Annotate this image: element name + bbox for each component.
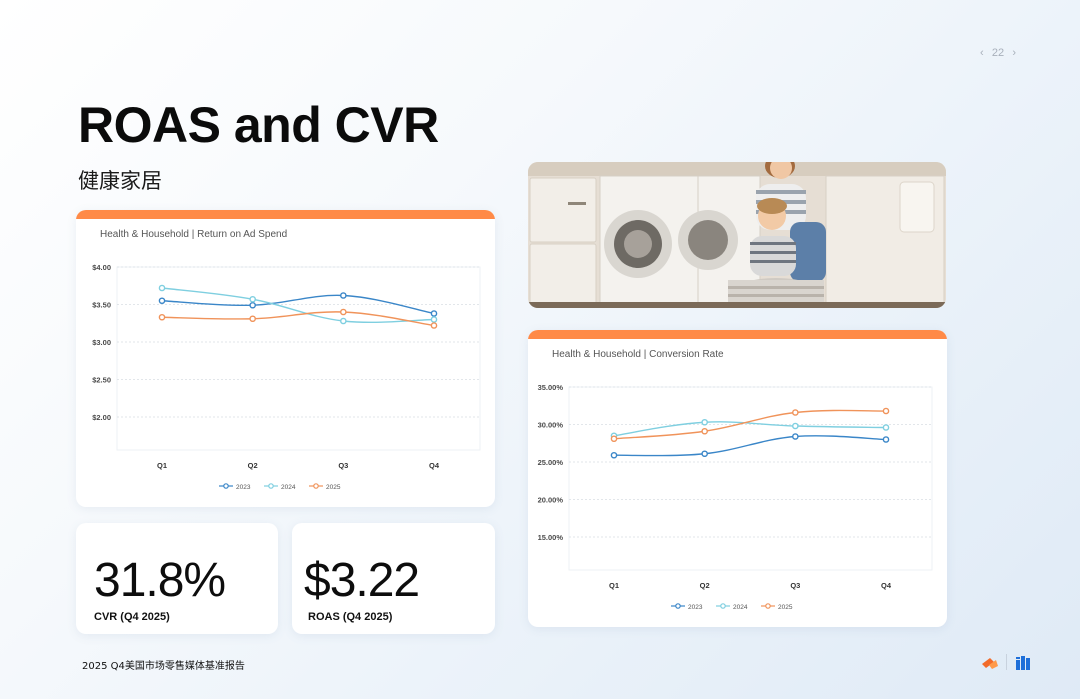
roas-series-line-2025 (161, 311, 435, 327)
roas-y-tick-label: $2.00 (92, 413, 111, 422)
cvr-legend-label: 2025 (778, 604, 793, 611)
roas-data-point-2024 (249, 295, 256, 303)
cvr-plot-area (568, 386, 933, 571)
roas-data-point-2025 (340, 308, 347, 316)
next-page-icon[interactable]: › (1012, 47, 1016, 59)
page-number: 22 (991, 47, 1005, 59)
cvr-data-point-2024 (882, 424, 890, 431)
card-accent-bar (76, 210, 495, 219)
roas-y-tick-label: $3.50 (92, 301, 111, 310)
roas-plot-area (116, 266, 481, 451)
page-navigation: ‹ 22 › (980, 45, 1016, 61)
cvr-y-tick-label: 15.00% (538, 533, 564, 542)
roas-data-point-2023 (430, 310, 438, 317)
roas-legend-label: 2023 (236, 484, 251, 491)
roas-x-tick-label: Q4 (429, 461, 440, 470)
roas-chart-title: Health & Household | Return on Ad Spend (100, 229, 288, 240)
cvr-legend-label: 2023 (688, 604, 703, 611)
roas-line-chart: $4.00 $3.50 $3.00 $2.50 $2.00 Q1 Q2 Q3 Q4 2023 202… (92, 263, 481, 491)
blue-brand-logo-icon (1016, 656, 1030, 670)
roas-data-point-2025 (430, 322, 438, 329)
cvr-data-point-2023 (610, 451, 618, 459)
roas-data-point-2024 (158, 284, 166, 292)
roas-x-tick-label: Q3 (338, 461, 348, 470)
brand-logos (980, 652, 1036, 672)
cvr-x-tick-label: Q2 (700, 581, 710, 590)
roas-y-tick-label: $4.00 (92, 263, 111, 272)
cvr-y-tick-label: 30.00% (538, 421, 564, 430)
roas-y-tick-label: $2.50 (92, 376, 111, 385)
cvr-line-chart: 35.00% 30.00% 25.00% 20.00% 15.00% Q1 Q2 Q3 Q4 20… (538, 383, 933, 611)
cvr-y-tick-label: 35.00% (538, 383, 564, 392)
roas-kpi-label: ROAS (Q4 2025) (308, 611, 393, 623)
roas-data-point-2024 (340, 317, 347, 325)
page-subtitle: 健康家居 (78, 169, 162, 193)
card-accent-bar (528, 330, 947, 339)
cvr-legend-item-2024: 2024 (716, 603, 748, 611)
report-footer: 2025 Q4美国市场零售媒体基准报告 (82, 661, 245, 672)
cvr-series-line-2025 (613, 409, 887, 440)
cvr-data-point-2025 (792, 409, 799, 416)
cvr-legend-item-2025: 2025 (761, 603, 793, 611)
roas-legend-label: 2025 (326, 484, 341, 491)
cvr-kpi-label: CVR (Q4 2025) (94, 611, 170, 623)
cvr-data-point-2023 (701, 450, 708, 458)
roas-x-tick-label: Q1 (157, 461, 167, 470)
roas-y-tick-label: $3.00 (92, 338, 111, 347)
roas-kpi-card: $3.22 ROAS (Q4 2025) (292, 523, 495, 634)
roas-legend-item-2023: 2023 (219, 483, 251, 491)
roas-x-tick-label: Q2 (248, 461, 258, 470)
cvr-series-line-2023 (613, 435, 887, 457)
cvr-chart-card: Health & Household | Conversion Rate 35.… (528, 330, 947, 627)
cvr-legend-label: 2024 (733, 604, 748, 611)
roas-data-point-2025 (158, 313, 166, 321)
roas-data-point-2025 (249, 315, 256, 323)
cvr-data-point-2023 (882, 436, 890, 443)
cvr-data-point-2023 (792, 433, 799, 440)
cvr-x-tick-label: Q1 (609, 581, 619, 590)
prev-page-icon[interactable]: ‹ (980, 47, 984, 59)
roas-legend-item-2025: 2025 (309, 483, 341, 491)
cvr-kpi-card: 31.8% CVR (Q4 2025) (76, 523, 278, 634)
cvr-series-line-2024 (613, 421, 887, 437)
roas-data-point-2023 (340, 292, 347, 299)
cvr-data-point-2025 (701, 427, 708, 435)
cvr-kpi-value: 31.8% (94, 554, 226, 607)
cvr-legend-item-2023: 2023 (671, 603, 703, 611)
roas-kpi-value: $3.22 (304, 554, 420, 607)
cvr-y-tick-label: 20.00% (538, 496, 564, 505)
roas-series-line-2023 (161, 294, 435, 315)
cvr-data-point-2024 (792, 422, 799, 430)
mother-and-child-laundry-photo (528, 162, 946, 308)
roas-series-line-2024 (161, 287, 435, 324)
cvr-x-tick-label: Q4 (881, 581, 892, 590)
page-title: ROAS and CVR (78, 97, 439, 153)
cvr-data-point-2024 (701, 418, 708, 426)
cvr-data-point-2025 (610, 435, 618, 443)
cvr-x-tick-label: Q3 (790, 581, 800, 590)
roas-legend-item-2024: 2024 (264, 483, 296, 491)
cvr-y-tick-label: 25.00% (538, 458, 564, 467)
roas-data-point-2023 (158, 297, 166, 305)
roas-legend-label: 2024 (281, 484, 296, 491)
cvr-chart-title: Health & Household | Conversion Rate (552, 349, 724, 360)
cvr-data-point-2025 (882, 407, 890, 415)
roas-data-point-2023 (249, 301, 256, 309)
roas-chart-card: Health & Household | Return on Ad Spend … (76, 210, 495, 507)
roas-data-point-2024 (430, 316, 438, 323)
orange-brand-logo-icon (982, 658, 998, 669)
